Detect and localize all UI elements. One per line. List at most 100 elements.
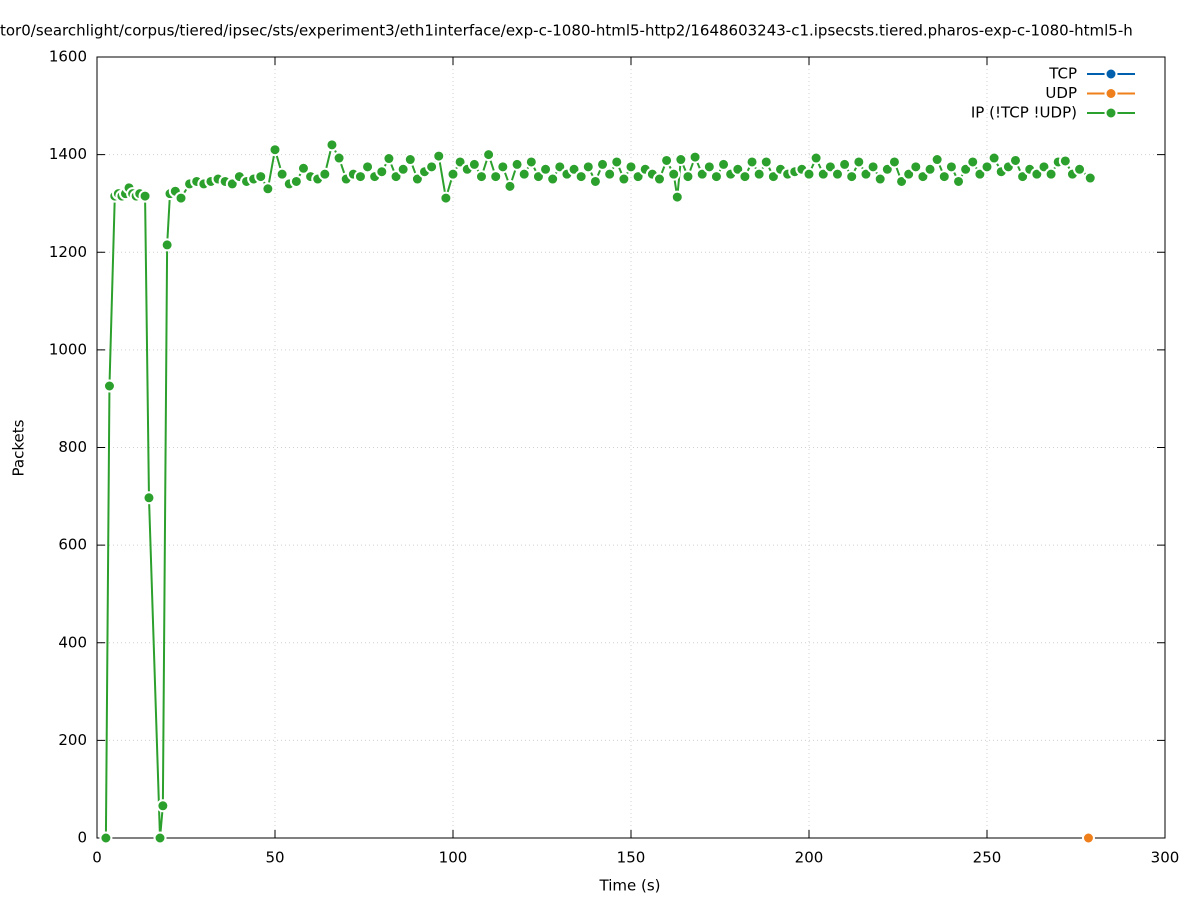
y-tick-label: 1400	[49, 145, 87, 163]
data-point	[937, 170, 951, 184]
data-point	[318, 167, 332, 181]
data-point	[681, 170, 695, 184]
y-tick-label: 800	[58, 438, 87, 456]
data-point	[923, 162, 937, 176]
data-point	[652, 172, 666, 186]
data-point	[432, 149, 446, 163]
x-axis-label: Time (s)	[599, 877, 661, 895]
data-point	[588, 174, 602, 188]
data-point	[254, 170, 268, 184]
data-point	[603, 167, 617, 181]
data-point	[296, 161, 310, 175]
data-point	[403, 153, 417, 167]
data-point	[688, 150, 702, 164]
data-point	[99, 831, 113, 845]
data-point	[474, 170, 488, 184]
data-point	[425, 160, 439, 174]
data-point	[446, 167, 460, 181]
legend-swatch	[1104, 67, 1118, 81]
data-point	[153, 831, 167, 845]
y-tick-label: 200	[58, 731, 87, 749]
data-point	[667, 167, 681, 181]
series-line	[104, 142, 1091, 839]
data-point	[717, 157, 731, 171]
x-tick-label: 300	[1151, 849, 1180, 867]
data-point	[838, 157, 852, 171]
x-tick-label: 200	[795, 849, 824, 867]
y-tick-label: 1000	[49, 340, 87, 358]
data-point	[546, 172, 560, 186]
data-point	[353, 170, 367, 184]
data-point	[738, 170, 752, 184]
data-point	[268, 143, 282, 157]
data-point	[852, 155, 866, 169]
y-tick-label: 600	[58, 536, 87, 554]
data-point	[966, 155, 980, 169]
data-point	[866, 160, 880, 174]
data-point	[610, 155, 624, 169]
x-tick-label: 150	[617, 849, 646, 867]
data-point	[138, 189, 152, 203]
data-point	[1008, 153, 1022, 167]
x-tick-label: 0	[92, 849, 102, 867]
data-point	[102, 379, 116, 393]
x-tick-label: 100	[439, 849, 468, 867]
data-point	[482, 148, 496, 162]
data-point	[670, 190, 684, 204]
data-point	[289, 174, 303, 188]
data-point	[275, 167, 289, 181]
plot-border	[96, 56, 1166, 839]
data-point	[160, 238, 174, 252]
data-point	[574, 170, 588, 184]
data-point	[802, 167, 816, 181]
legend-swatch	[1104, 106, 1118, 120]
data-point	[332, 151, 346, 165]
data-point	[142, 491, 156, 505]
data-point	[873, 172, 887, 186]
data-point	[510, 157, 524, 171]
data-point	[581, 160, 595, 174]
y-tick-label: 1200	[49, 243, 87, 261]
data-point	[944, 160, 958, 174]
data-point	[1081, 831, 1095, 845]
data-point	[156, 799, 170, 813]
data-point	[596, 157, 610, 171]
legend-label: UDP	[1045, 84, 1077, 102]
data-point	[709, 170, 723, 184]
data-point	[660, 153, 674, 167]
data-point	[952, 174, 966, 188]
data-point	[745, 155, 759, 169]
x-tick-label: 50	[265, 849, 284, 867]
data-point	[909, 160, 923, 174]
data-point	[674, 153, 688, 167]
data-point	[702, 160, 716, 174]
data-point	[375, 165, 389, 179]
chart-title: tor0/searchlight/corpus/tiered/ipsec/sts…	[0, 22, 1133, 40]
y-tick-label: 0	[77, 829, 87, 847]
data-point	[361, 160, 375, 174]
data-point	[382, 152, 396, 166]
data-point	[752, 167, 766, 181]
data-point	[1044, 167, 1058, 181]
data-point	[503, 179, 517, 193]
data-point	[489, 170, 503, 184]
data-point	[1058, 154, 1072, 168]
y-tick-label: 1600	[49, 48, 87, 66]
legend-label: TCP	[1048, 65, 1077, 83]
data-point	[325, 138, 339, 152]
y-axis-label: Packets	[10, 419, 28, 476]
data-point	[517, 167, 531, 181]
data-point	[759, 155, 773, 169]
data-point	[617, 172, 631, 186]
x-tick-label: 250	[973, 849, 1002, 867]
data-point	[930, 153, 944, 167]
data-point	[174, 191, 188, 205]
y-tick-label: 400	[58, 633, 87, 651]
data-point	[496, 160, 510, 174]
data-point	[624, 160, 638, 174]
data-point	[1083, 171, 1097, 185]
data-point	[396, 162, 410, 176]
data-point	[830, 167, 844, 181]
data-point	[887, 155, 901, 169]
